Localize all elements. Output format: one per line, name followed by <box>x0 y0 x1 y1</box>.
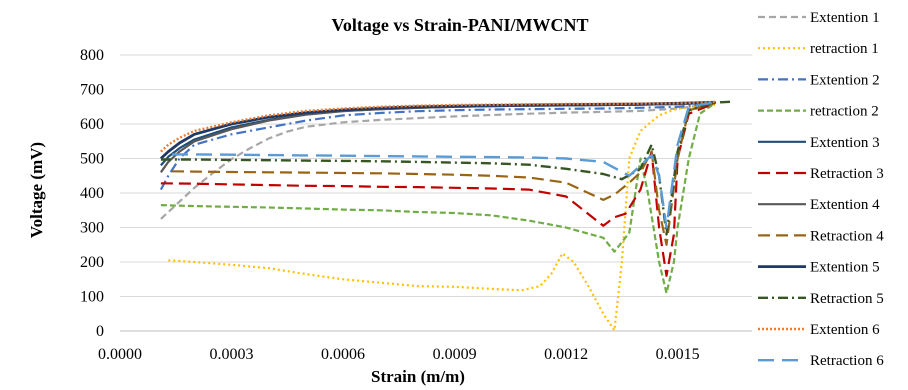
legend-label: Extention 2 <box>810 72 880 88</box>
legend-label: Extention 1 <box>810 10 880 26</box>
legend-label: Retraction 5 <box>810 291 884 307</box>
y-tick-label: 600 <box>80 116 104 133</box>
series-line <box>168 103 715 332</box>
y-tick-label: 800 <box>80 47 104 64</box>
legend-label: Extention 4 <box>810 197 880 213</box>
y-tick-label: 100 <box>80 289 104 306</box>
y-tick-label: 500 <box>80 151 104 168</box>
y-tick-label: 300 <box>80 220 104 237</box>
legend: Extention 1 retraction 1 Extention 2 retrac… <box>758 10 884 369</box>
legend-label: Retraction 6 <box>810 353 884 369</box>
legend-label: Extention 6 <box>810 322 880 338</box>
legend-label: Retraction 4 <box>810 228 884 244</box>
legend-label: Extention 3 <box>810 135 880 151</box>
series-line <box>160 100 715 153</box>
x-tick-label: 0.0015 <box>656 346 700 363</box>
series-line <box>159 102 715 191</box>
y-tick-label: 200 <box>80 254 104 271</box>
chart-title: Voltage vs Strain-PANI/MWCNT <box>332 15 589 35</box>
legend-label: retraction 1 <box>810 41 879 57</box>
y-tick-labels: 0 100 200 300 400 500 600 700 800 <box>80 47 104 340</box>
x-tick-label: 0.0012 <box>544 346 588 363</box>
x-tick-label: 0.0006 <box>321 346 365 363</box>
legend-label: Retraction 3 <box>810 166 884 182</box>
x-axis-label: Strain (m/m) <box>371 367 465 386</box>
x-tick-labels: 0.0000 0.0003 0.0006 0.0009 0.0012 0.0015 <box>98 346 700 363</box>
y-axis-label: Voltage (mV) <box>27 142 46 238</box>
series-line <box>172 101 716 229</box>
legend-label: Extention 5 <box>810 260 880 276</box>
x-tick-label: 0.0003 <box>210 346 254 363</box>
y-tick-label: 0 <box>96 323 104 340</box>
legend-label: retraction 2 <box>810 104 879 120</box>
y-tick-label: 700 <box>80 82 104 99</box>
y-tick-label: 400 <box>80 185 104 202</box>
series-line <box>160 102 716 295</box>
series-line <box>160 101 715 173</box>
x-tick-label: 0.0009 <box>433 346 477 363</box>
series-line <box>160 102 715 220</box>
series-line <box>160 102 716 277</box>
series-line <box>171 102 716 246</box>
x-tick-label: 0.0000 <box>98 346 142 363</box>
series-lines <box>159 100 734 332</box>
gridlines <box>120 54 752 332</box>
